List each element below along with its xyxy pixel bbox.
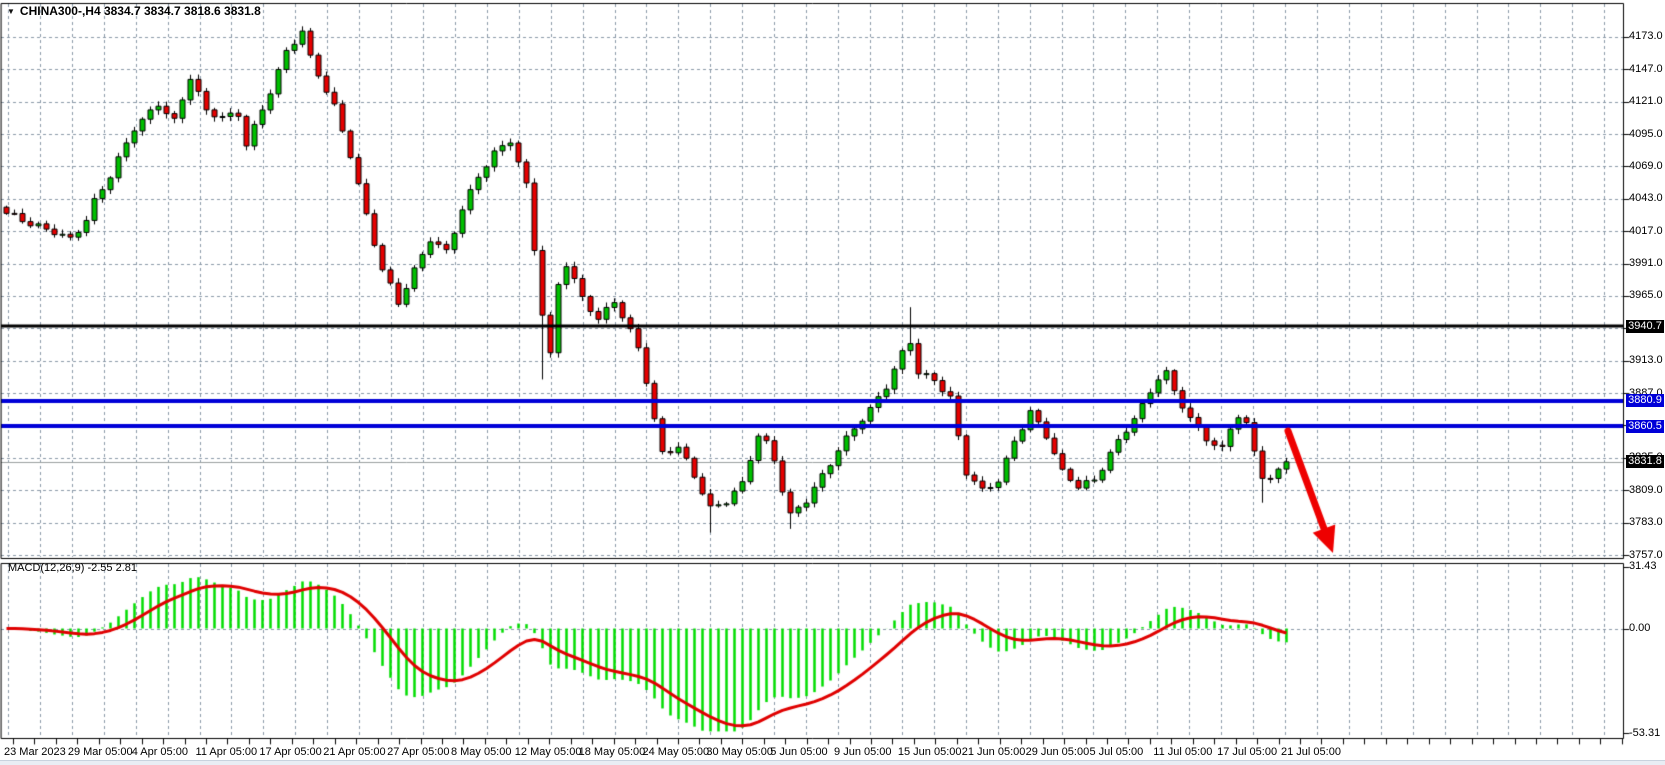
time-axis-label: 9 Jun 05:00 (834, 746, 892, 758)
chart-title-text: CHINA300-,H4 3834.7 3834.7 3818.6 3831.8 (19, 4, 261, 18)
time-axis-label: 17 Jul 05:00 (1217, 746, 1278, 758)
time-axis-label: 12 May 05:00 (514, 746, 582, 758)
time-axis-label: 5 Jun 05:00 (770, 746, 828, 758)
time-axis-label: 11 Apr 05:00 (195, 746, 258, 758)
time-axis-label: 23 Mar 2023 (4, 746, 66, 758)
price-tick-label: 4095.0 (1629, 127, 1663, 140)
macd-tick-label: 0.00 (1629, 622, 1651, 634)
price-tick-label: 4069.0 (1629, 159, 1663, 172)
symbol-dropdown-icon[interactable]: ▼ (7, 7, 15, 16)
price-tick-label: 3965.0 (1629, 289, 1663, 302)
price-tick-label: 3809.0 (1629, 483, 1663, 496)
time-axis-label: 21 Jun 05:00 (961, 746, 1026, 758)
price-tick-label: 3913.0 (1629, 354, 1663, 367)
time-axis-label: 29 Mar 05:00 (67, 746, 133, 758)
price-line-label-box: 3940.7 (1626, 319, 1664, 333)
macd-tick-label: -53.31 (1629, 726, 1661, 739)
price-tick-label: 3991.0 (1629, 257, 1663, 270)
time-axis-label: 27 Apr 05:00 (387, 746, 450, 758)
time-axis-label: 24 May 05:00 (642, 746, 710, 758)
time-axis-label: 21 Apr 05:00 (323, 746, 386, 758)
time-axis-label: 5 Jul 05:00 (1089, 746, 1144, 758)
time-axis-label: 17 Apr 05:00 (259, 746, 322, 758)
time-axis-label: 11 Jul 05:00 (1153, 746, 1213, 758)
time-axis-label: 29 Jun 05:00 (1025, 746, 1090, 758)
macd-tick-label: 31.43 (1629, 560, 1657, 573)
price-tick-label: 4121.0 (1629, 95, 1663, 108)
price-line-label-box: 3880.9 (1626, 394, 1664, 408)
chart-title: ▼ CHINA300-,H4 3834.7 3834.7 3818.6 3831… (7, 5, 261, 18)
time-axis-label: 15 Jun 05:00 (897, 746, 962, 758)
price-tick-label: 4147.0 (1629, 62, 1663, 75)
price-line-label-box: 3860.5 (1626, 419, 1664, 433)
price-tick-label: 4043.0 (1629, 192, 1663, 205)
price-tick-label: 4017.0 (1629, 224, 1663, 237)
time-axis-label: 21 Jul 05:00 (1281, 746, 1341, 758)
price-tick-label: 3783.0 (1629, 516, 1663, 529)
time-axis-label: 8 May 05:00 (450, 746, 512, 758)
window-bottom-edge (0, 760, 1665, 765)
price-tick-label: 3757.0 (1629, 548, 1663, 561)
macd-indicator-label: MACD(12,26,9) -2.55 2.81 (8, 562, 138, 574)
price-line-label-box: 3831.8 (1626, 455, 1664, 469)
panel-splitter[interactable] (0, 556, 1624, 565)
time-axis-label: 18 May 05:00 (578, 746, 646, 758)
price-tick-label: 4173.0 (1629, 30, 1663, 43)
time-axis-label: 30 May 05:00 (706, 746, 773, 758)
time-axis-label: 4 Apr 05:00 (131, 746, 188, 758)
